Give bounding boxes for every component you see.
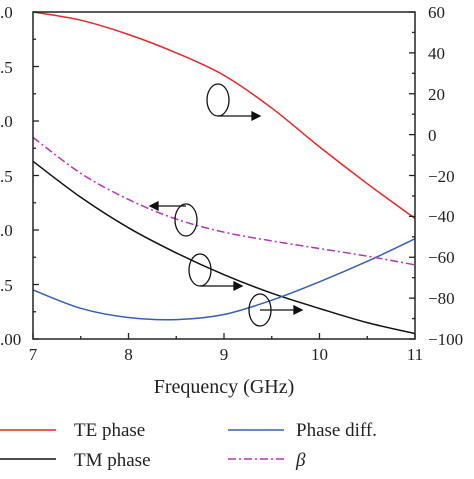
annotation-te-right-arrow — [206, 83, 262, 122]
x-tick-label: 7 — [29, 345, 38, 364]
x-tick-label: 8 — [124, 345, 133, 364]
legend-label-te: TE phase — [74, 420, 145, 441]
legend: TE phase TM phase Phase diff. β — [0, 420, 377, 471]
x-tick-label: 9 — [220, 345, 229, 364]
legend-label-beta: β — [295, 450, 306, 471]
x-tick-label: 10 — [311, 345, 328, 364]
y-right-tick-label: 40 — [428, 44, 445, 63]
y-left-tick-label: .5 — [0, 58, 13, 77]
series-line-1 — [32, 160, 416, 335]
y-left-tick-label: .5 — [0, 276, 13, 295]
series-lines — [32, 11, 416, 335]
annotation-left-arrow — [148, 200, 198, 237]
y-right-tick-label: 20 — [428, 85, 445, 104]
y-left-tick-label: .0 — [0, 3, 13, 22]
legend-label-diff: Phase diff. — [296, 420, 377, 441]
plot-frame — [32, 11, 416, 340]
annotation-diff-right-arrow — [248, 293, 304, 327]
y-right-tick-label: −100 — [428, 330, 463, 349]
series-line-2 — [32, 238, 416, 321]
y-right-tick-label: 60 — [428, 3, 445, 22]
y-left-tick-label: .0 — [0, 112, 13, 131]
y-left-tick-label: .5 — [0, 167, 13, 186]
y-right-tick-label: −20 — [428, 167, 455, 186]
legend-label-tm: TM phase — [74, 450, 151, 471]
y-right-tick-label: −40 — [428, 207, 455, 226]
series-line-0 — [32, 11, 416, 220]
y-right-tick-label: −80 — [428, 289, 455, 308]
x-tick-label: 11 — [407, 345, 423, 364]
y-right-tick-label: −60 — [428, 248, 455, 267]
y-right-tick-label: 0 — [428, 126, 437, 145]
y-left-tick-label: .0 — [0, 221, 13, 240]
y-left-tick-label: .00 — [0, 330, 21, 349]
tick-marks — [32, 11, 416, 340]
annotation-tm-left-arrow — [188, 253, 244, 292]
series-line-3 — [32, 136, 416, 266]
x-axis-title: Frequency (GHz) — [154, 376, 295, 398]
